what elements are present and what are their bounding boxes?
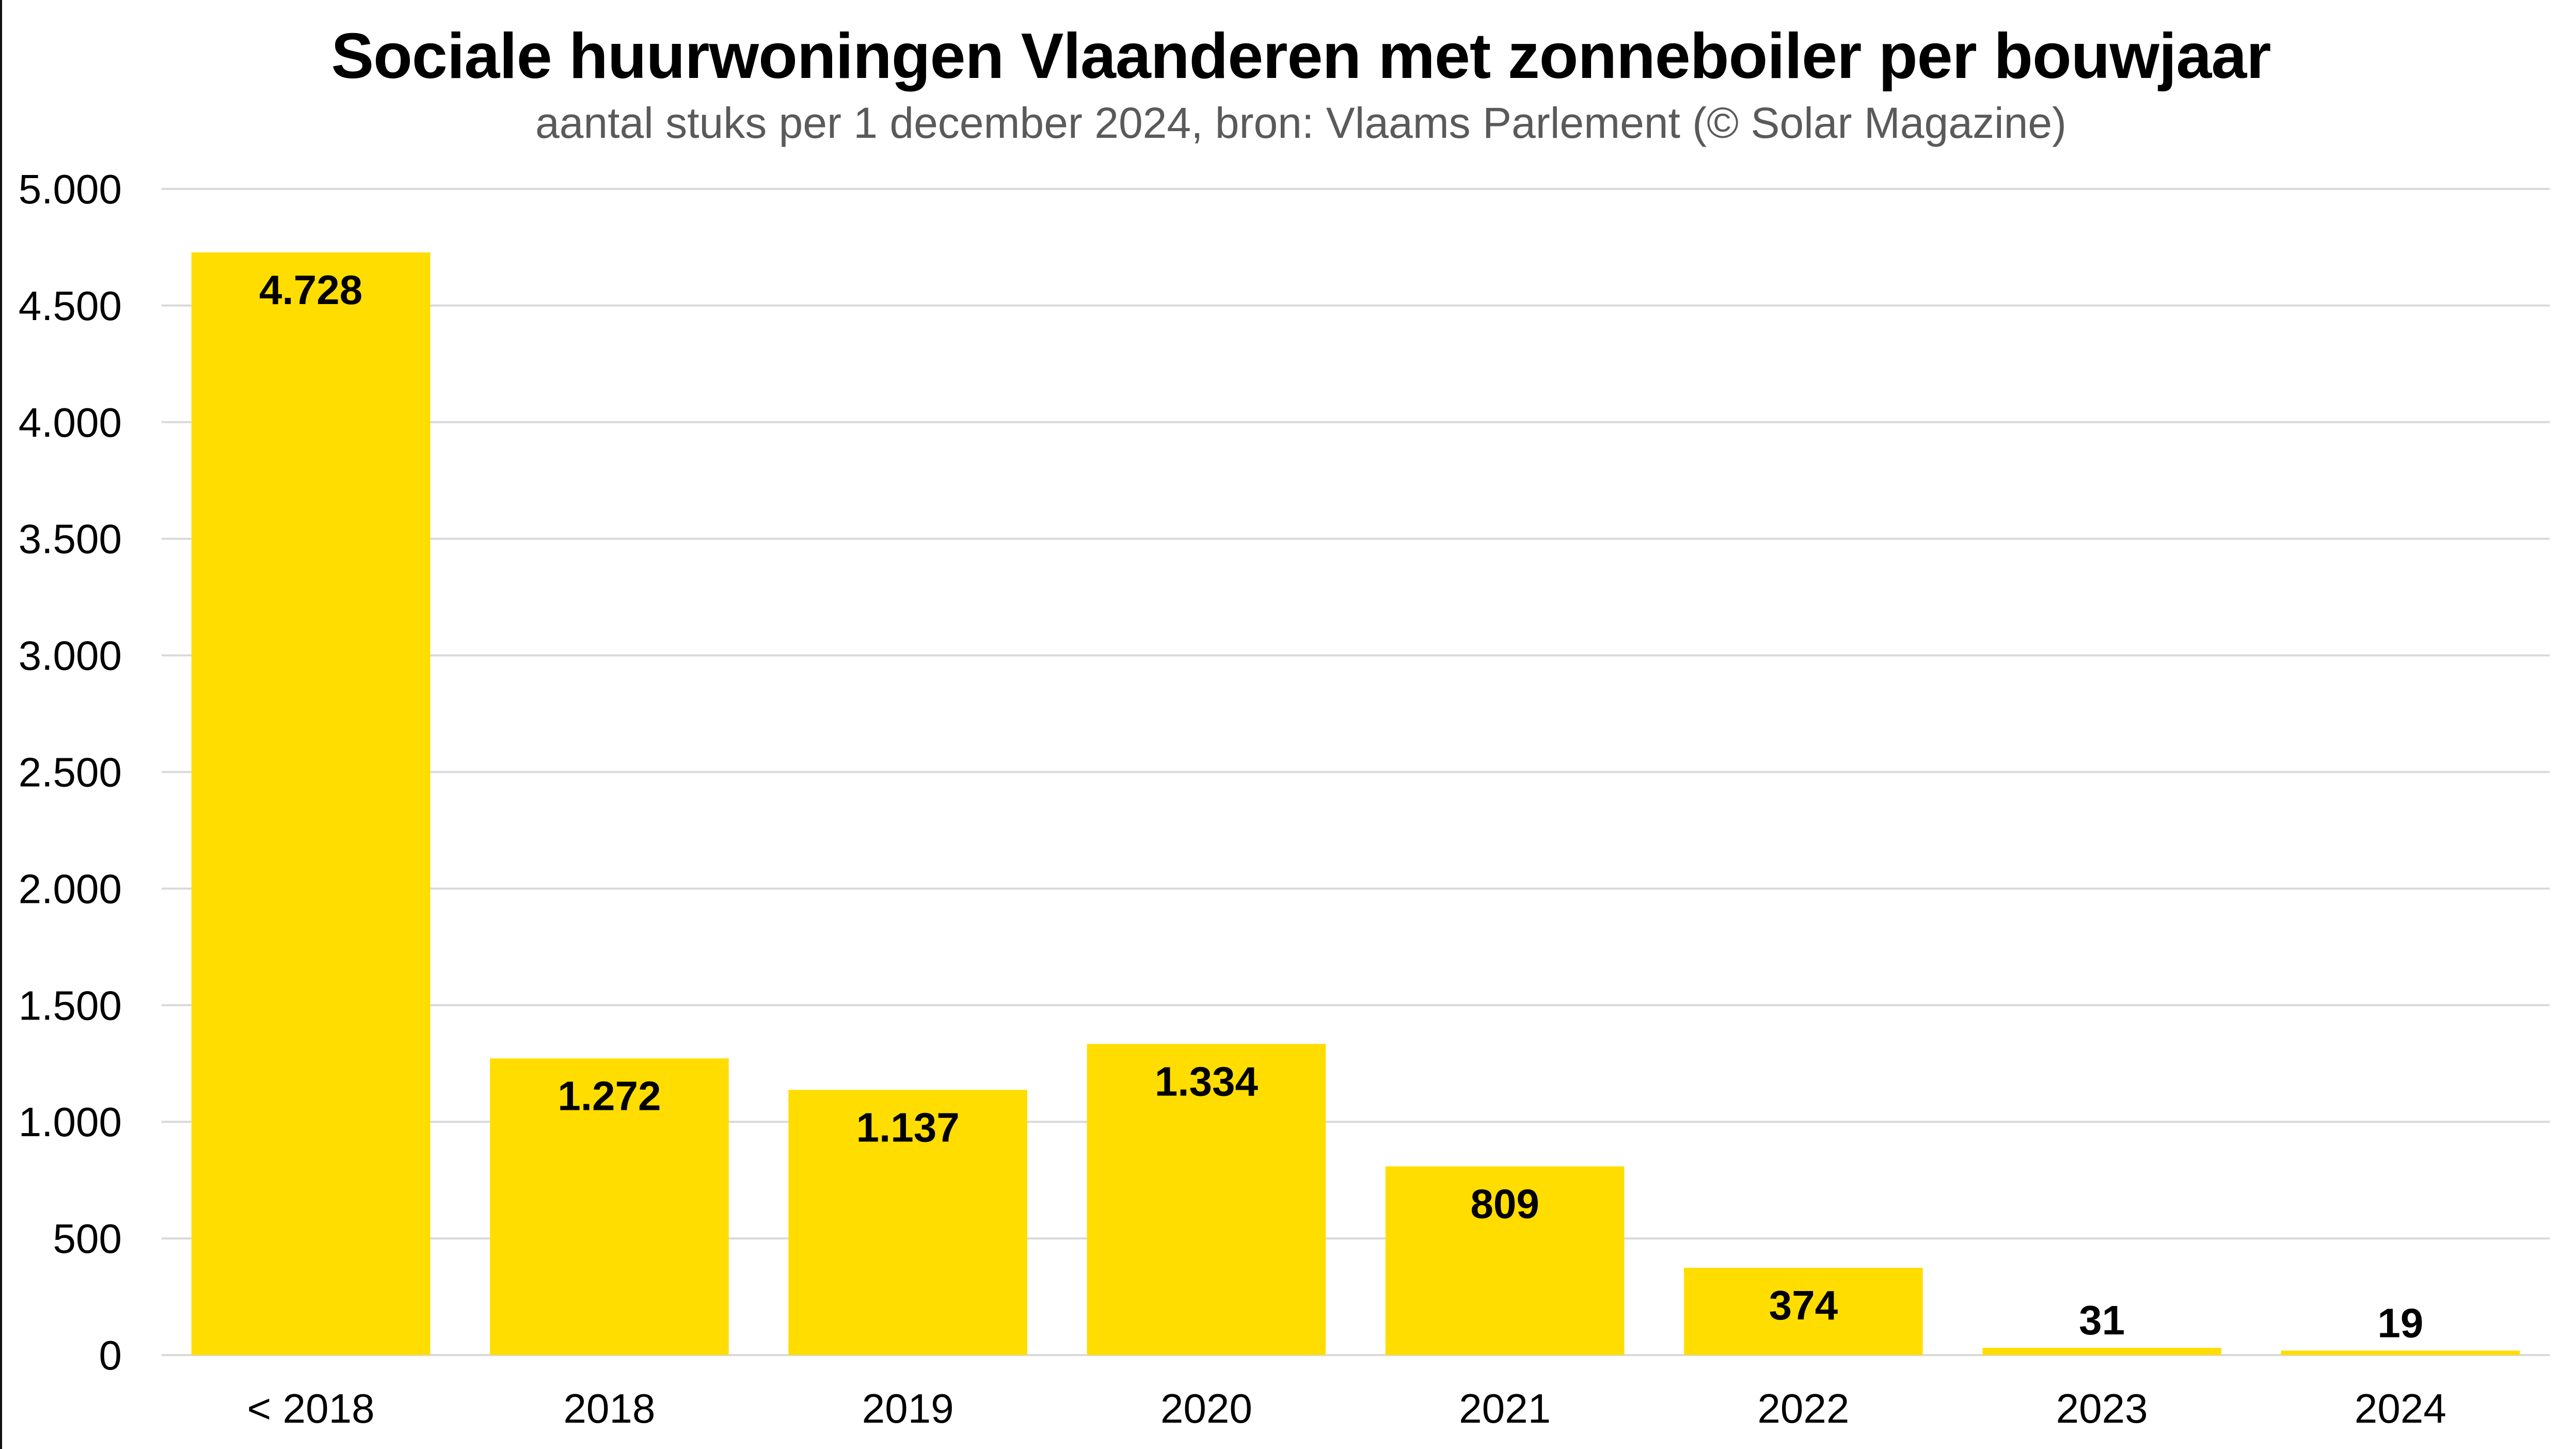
chart-title: Sociale huurwoningen Vlaanderen met zonn… [331, 21, 2271, 92]
y-tick-label: 3.500 [19, 516, 122, 562]
chart-subtitle: aantal stuks per 1 december 2024, bron: … [535, 99, 2067, 147]
bar [1982, 1347, 2221, 1355]
x-tick-label: 2020 [1160, 1386, 1252, 1431]
x-tick-label: 2019 [862, 1386, 954, 1431]
y-axis-ticks: 0 500 1.000 1.500 2.000 2.500 3.000 3.500 4.000 4… [19, 166, 122, 1378]
bar [191, 252, 431, 1355]
y-tick-label: 500 [53, 1216, 122, 1262]
bar [1087, 1044, 1326, 1355]
y-tick-label: 3.000 [19, 633, 122, 679]
y-tick-label: 1.000 [19, 1099, 122, 1145]
y-tick-label: 1.500 [19, 982, 122, 1028]
x-tick-label: < 2018 [247, 1386, 375, 1431]
data-label: 1.137 [856, 1104, 960, 1150]
data-label: 809 [1470, 1181, 1539, 1227]
bar [2281, 1350, 2520, 1355]
x-tick-label: 2022 [1757, 1386, 1849, 1431]
bars [191, 252, 2520, 1355]
data-label: 1.334 [1155, 1058, 1259, 1104]
y-tick-label: 2.500 [19, 750, 122, 795]
x-tick-label: 2018 [563, 1386, 655, 1431]
y-tick-label: 0 [99, 1332, 122, 1378]
bar [1684, 1268, 1923, 1355]
bar [1385, 1166, 1625, 1355]
x-tick-label: 2024 [2355, 1386, 2446, 1431]
y-tick-label: 2.000 [19, 866, 122, 912]
data-label: 4.728 [259, 267, 362, 313]
left-border-line [0, 0, 2, 1449]
y-tick-label: 4.500 [19, 283, 122, 329]
bar [490, 1058, 729, 1355]
data-label: 1.272 [558, 1073, 661, 1119]
data-label: 31 [2079, 1297, 2125, 1343]
x-axis-ticks: < 2018 2018 2019 2020 2021 2022 2023 2024 [247, 1386, 2446, 1431]
data-label: 374 [1769, 1282, 1838, 1328]
y-tick-label: 4.000 [19, 400, 122, 445]
y-tick-label: 5.000 [19, 166, 122, 212]
data-label: 19 [2377, 1300, 2423, 1346]
gridlines [162, 188, 2550, 1356]
x-tick-label: 2021 [1459, 1386, 1551, 1431]
x-tick-label: 2023 [2056, 1386, 2148, 1431]
bar [788, 1090, 1027, 1355]
data-labels: 4.728 1.272 1.137 1.334 809 374 31 19 [259, 267, 2423, 1346]
